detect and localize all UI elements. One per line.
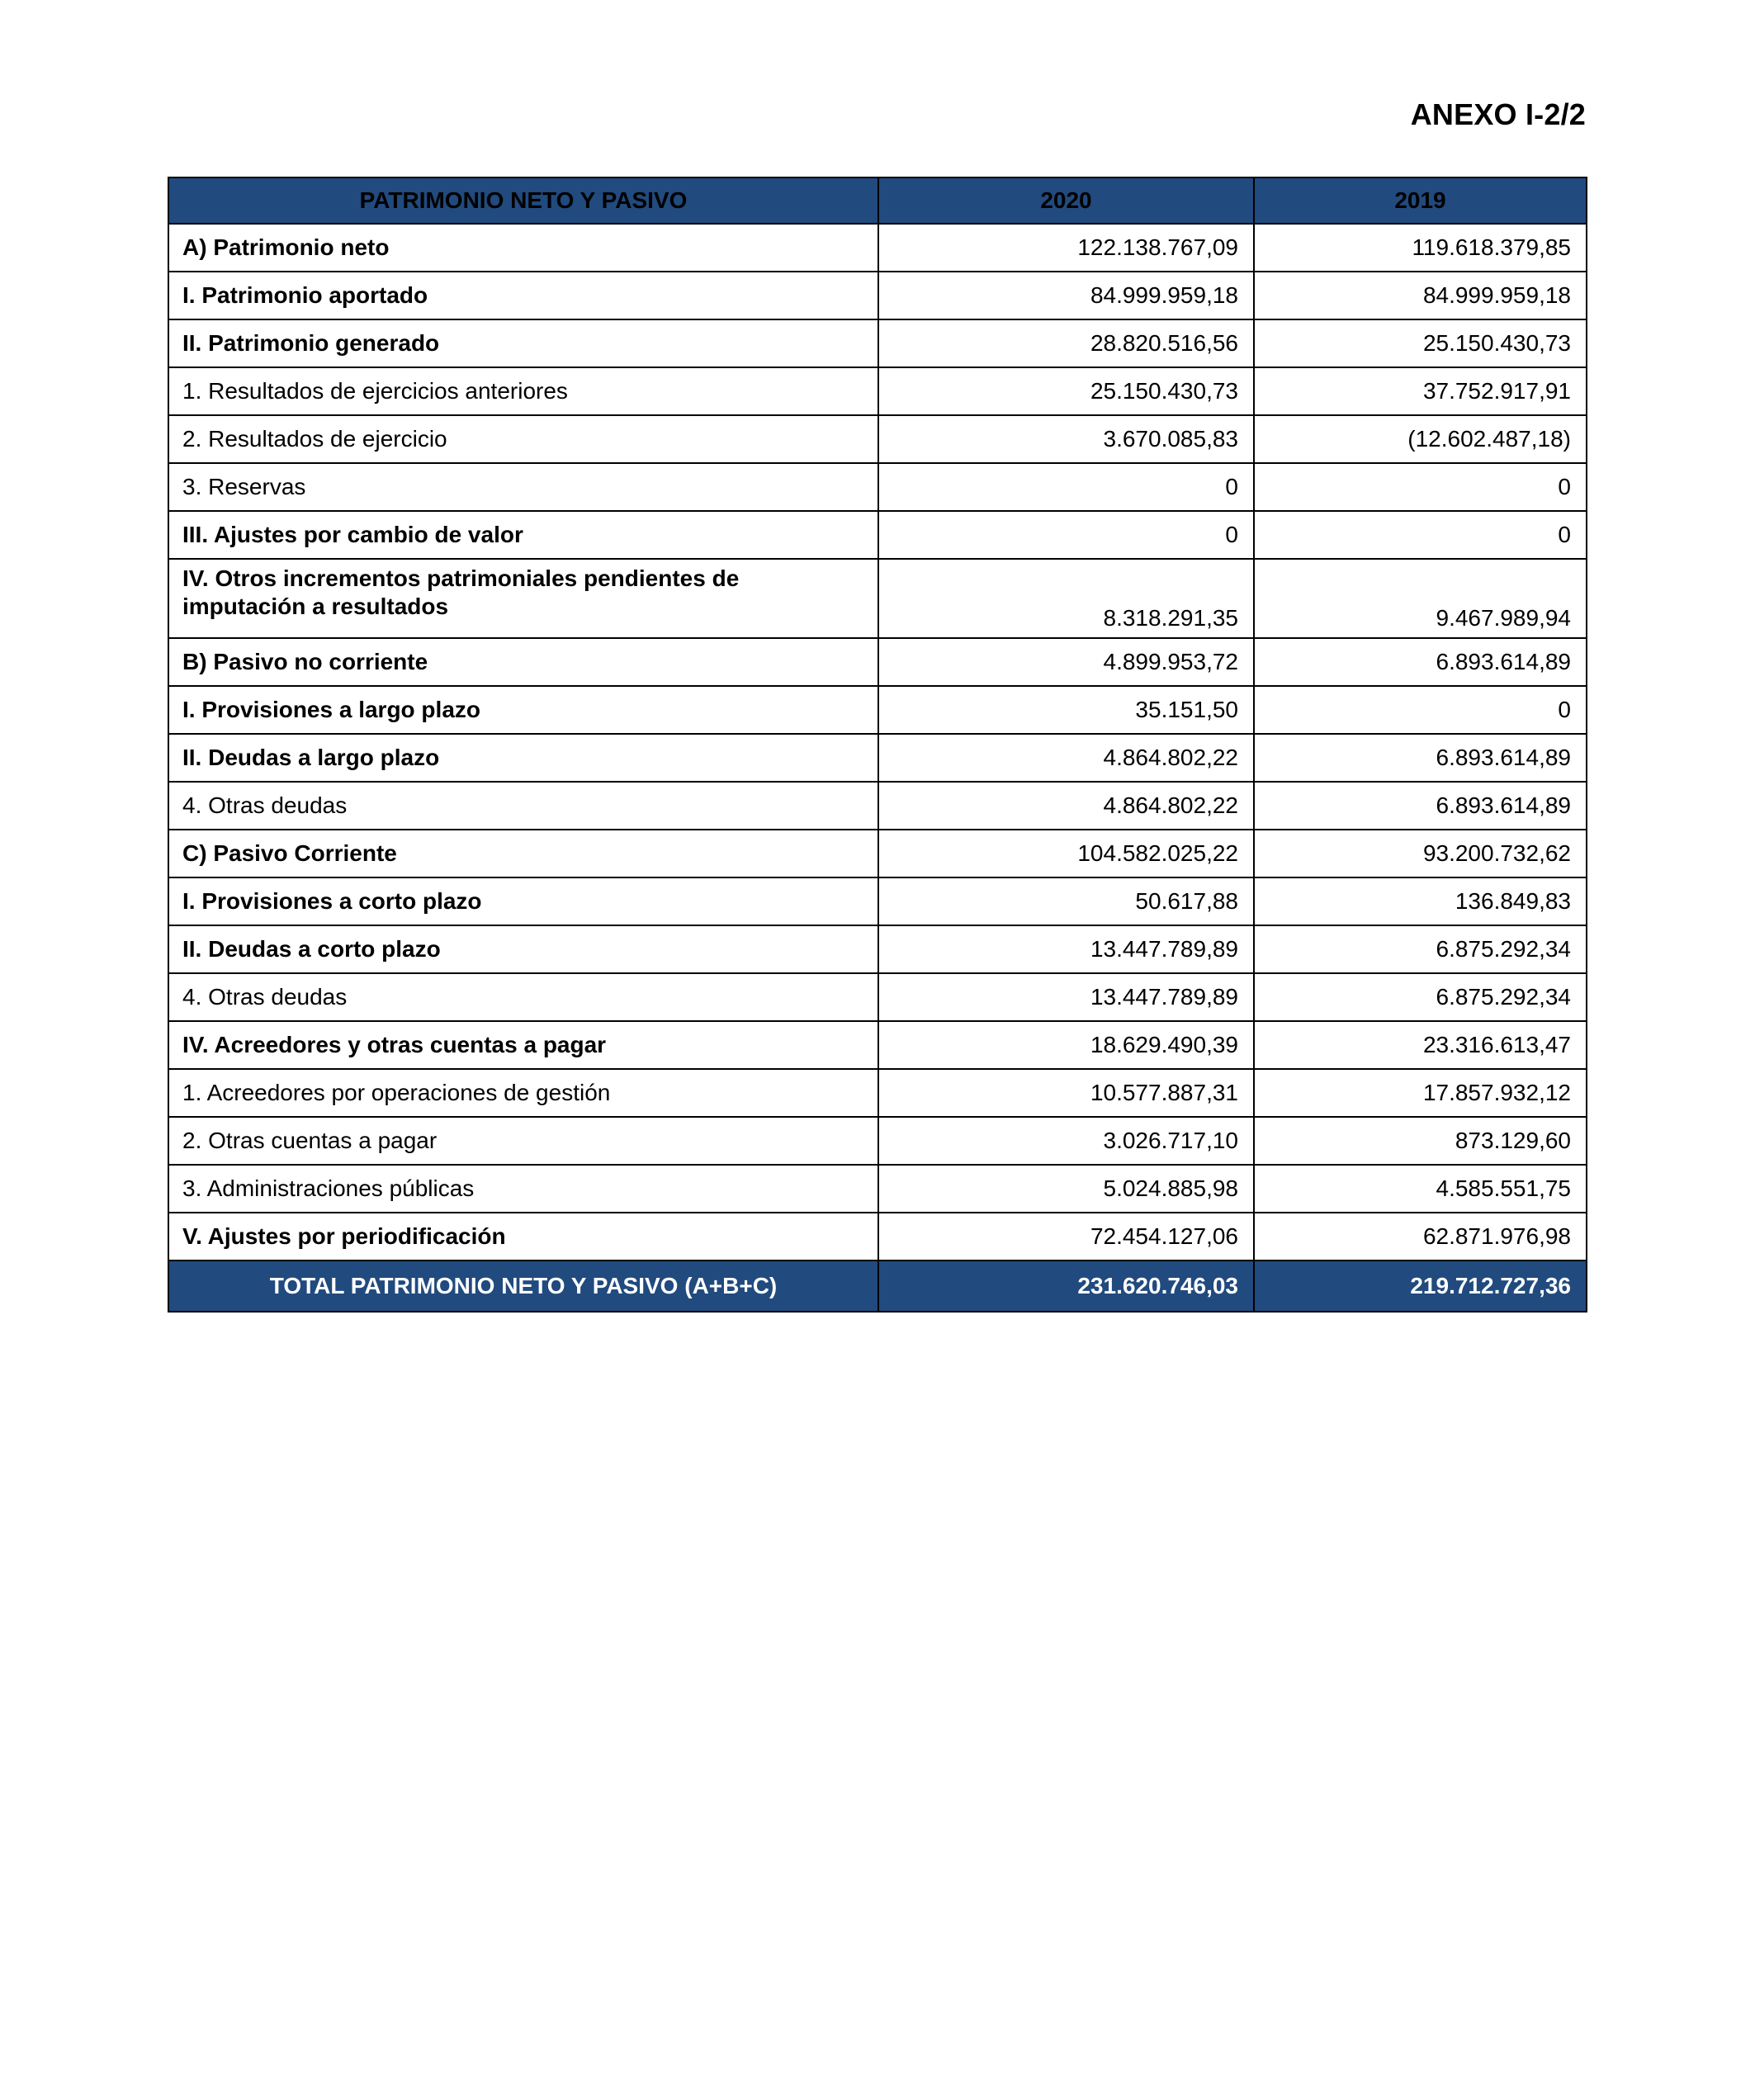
table-row: 2. Resultados de ejercicio 3.670.085,83 (1… bbox=[168, 414, 1587, 464]
row-concept: I. Patrimonio aportado bbox=[168, 271, 879, 320]
table-row: C) Pasivo Corriente 104.582.025,22 93.200.… bbox=[168, 829, 1587, 878]
row-concept: B) Pasivo no corriente bbox=[168, 637, 879, 687]
annex-label: ANEXO I-2/2 bbox=[1410, 97, 1586, 131]
row-value-2020: 18.629.490,39 bbox=[878, 1020, 1255, 1070]
table-row: III. Ajustes por cambio de valor 0 0 bbox=[168, 510, 1587, 560]
table-row: II. Deudas a largo plazo 4.864.802,22 6.89… bbox=[168, 733, 1587, 783]
column-header-year-2020: 2020 bbox=[878, 177, 1255, 225]
table-header-row: PATRIMONIO NETO Y PASIVO 2020 2019 bbox=[168, 177, 1587, 225]
table-body: A) Patrimonio neto 122.138.767,09 119.618.… bbox=[168, 223, 1587, 1312]
row-value-2019: 93.200.732,62 bbox=[1253, 829, 1587, 878]
row-value-2019: 0 bbox=[1253, 462, 1587, 512]
row-concept: V. Ajustes por periodificación bbox=[168, 1212, 879, 1261]
row-concept: A) Patrimonio neto bbox=[168, 223, 879, 272]
table-row: I. Patrimonio aportado 84.999.959,18 84.99… bbox=[168, 271, 1587, 320]
row-value-2019: 0 bbox=[1253, 685, 1587, 735]
row-concept: 1. Resultados de ejercicios anteriores bbox=[168, 367, 879, 416]
row-value-2020: 13.447.789,89 bbox=[878, 925, 1255, 974]
row-value-2020: 5.024.885,98 bbox=[878, 1164, 1255, 1213]
row-value-2020: 13.447.789,89 bbox=[878, 972, 1255, 1022]
table-row: A) Patrimonio neto 122.138.767,09 119.618.… bbox=[168, 223, 1587, 272]
table-row: I. Provisiones a largo plazo 35.151,50 0 bbox=[168, 685, 1587, 735]
table-row: B) Pasivo no corriente 4.899.953,72 6.893.… bbox=[168, 637, 1587, 687]
table-row: 3. Reservas 0 0 bbox=[168, 462, 1587, 512]
row-concept: II. Deudas a largo plazo bbox=[168, 733, 879, 783]
row-value-2019: 0 bbox=[1253, 510, 1587, 560]
row-value-2019: 873.129,60 bbox=[1253, 1116, 1587, 1166]
table-row: II. Patrimonio generado 28.820.516,56 25.1… bbox=[168, 319, 1587, 368]
table-row: IV. Otros incrementos patrimoniales pend… bbox=[168, 558, 1587, 639]
row-value-2020: 10.577.887,31 bbox=[878, 1068, 1255, 1118]
row-concept: 1. Acreedores por operaciones de gestión bbox=[168, 1068, 879, 1118]
row-value-2020: 35.151,50 bbox=[878, 685, 1255, 735]
row-value-2019: 119.618.379,85 bbox=[1253, 223, 1587, 272]
balance-sheet-table-container: PATRIMONIO NETO Y PASIVO 2020 2019 A) Pa… bbox=[168, 177, 1587, 1312]
row-value-2019: 17.857.932,12 bbox=[1253, 1068, 1587, 1118]
row-value-2020: 50.617,88 bbox=[878, 877, 1255, 926]
table-row: II. Deudas a corto plazo 13.447.789,89 6.8… bbox=[168, 925, 1587, 974]
row-concept: 2. Resultados de ejercicio bbox=[168, 414, 879, 464]
row-concept: C) Pasivo Corriente bbox=[168, 829, 879, 878]
balance-sheet-table: PATRIMONIO NETO Y PASIVO 2020 2019 A) Pa… bbox=[168, 177, 1587, 1312]
table-row: V. Ajustes por periodificación 72.454.127… bbox=[168, 1212, 1587, 1261]
row-value-2019: 9.467.989,94 bbox=[1253, 558, 1587, 639]
row-value-2019: 6.893.614,89 bbox=[1253, 733, 1587, 783]
row-value-2020: 0 bbox=[878, 462, 1255, 512]
row-concept: III. Ajustes por cambio de valor bbox=[168, 510, 879, 560]
table-row: 3. Administraciones públicas 5.024.885,98… bbox=[168, 1164, 1587, 1213]
row-value-2019: 25.150.430,73 bbox=[1253, 319, 1587, 368]
row-value-2019: 136.849,83 bbox=[1253, 877, 1587, 926]
row-value-2019: 37.752.917,91 bbox=[1253, 367, 1587, 416]
total-value-2019: 219.712.727,36 bbox=[1253, 1260, 1587, 1312]
row-value-2020: 3.670.085,83 bbox=[878, 414, 1255, 464]
row-concept: 2. Otras cuentas a pagar bbox=[168, 1116, 879, 1166]
row-concept: IV. Otros incrementos patrimoniales pend… bbox=[168, 558, 879, 639]
table-total-row: TOTAL PATRIMONIO NETO Y PASIVO (A+B+C) 23… bbox=[168, 1260, 1587, 1312]
row-value-2019: 6.875.292,34 bbox=[1253, 972, 1587, 1022]
row-value-2020: 122.138.767,09 bbox=[878, 223, 1255, 272]
table-row: 4. Otras deudas 13.447.789,89 6.875.292,34 bbox=[168, 972, 1587, 1022]
row-concept: 4. Otras deudas bbox=[168, 972, 879, 1022]
row-value-2020: 25.150.430,73 bbox=[878, 367, 1255, 416]
row-value-2019: 84.999.959,18 bbox=[1253, 271, 1587, 320]
row-concept: I. Provisiones a corto plazo bbox=[168, 877, 879, 926]
table-header: PATRIMONIO NETO Y PASIVO 2020 2019 bbox=[168, 177, 1587, 225]
table-row: 1. Acreedores por operaciones de gestión… bbox=[168, 1068, 1587, 1118]
row-concept: 4. Otras deudas bbox=[168, 781, 879, 830]
row-value-2019: 6.875.292,34 bbox=[1253, 925, 1587, 974]
row-value-2019: 23.316.613,47 bbox=[1253, 1020, 1587, 1070]
table-row: IV. Acreedores y otras cuentas a pagar 18… bbox=[168, 1020, 1587, 1070]
row-value-2019: 62.871.976,98 bbox=[1253, 1212, 1587, 1261]
row-value-2020: 104.582.025,22 bbox=[878, 829, 1255, 878]
row-value-2020: 84.999.959,18 bbox=[878, 271, 1255, 320]
table-row: I. Provisiones a corto plazo 50.617,88 136… bbox=[168, 877, 1587, 926]
row-value-2019: 6.893.614,89 bbox=[1253, 637, 1587, 687]
row-value-2020: 4.864.802,22 bbox=[878, 733, 1255, 783]
row-value-2020: 28.820.516,56 bbox=[878, 319, 1255, 368]
total-label: TOTAL PATRIMONIO NETO Y PASIVO (A+B+C) bbox=[168, 1260, 879, 1312]
row-value-2020: 4.864.802,22 bbox=[878, 781, 1255, 830]
row-value-2020: 8.318.291,35 bbox=[878, 558, 1255, 639]
table-row: 4. Otras deudas 4.864.802,22 6.893.614,89 bbox=[168, 781, 1587, 830]
row-concept: II. Deudas a corto plazo bbox=[168, 925, 879, 974]
table-row: 2. Otras cuentas a pagar 3.026.717,10 873.… bbox=[168, 1116, 1587, 1166]
row-value-2019: 4.585.551,75 bbox=[1253, 1164, 1587, 1213]
row-concept: IV. Acreedores y otras cuentas a pagar bbox=[168, 1020, 879, 1070]
row-value-2020: 72.454.127,06 bbox=[878, 1212, 1255, 1261]
row-concept: I. Provisiones a largo plazo bbox=[168, 685, 879, 735]
row-value-2020: 0 bbox=[878, 510, 1255, 560]
row-concept: 3. Administraciones públicas bbox=[168, 1164, 879, 1213]
column-header-concept: PATRIMONIO NETO Y PASIVO bbox=[168, 177, 879, 225]
total-value-2020: 231.620.746,03 bbox=[878, 1260, 1255, 1312]
row-concept: 3. Reservas bbox=[168, 462, 879, 512]
row-value-2020: 4.899.953,72 bbox=[878, 637, 1255, 687]
column-header-year-2019: 2019 bbox=[1253, 177, 1587, 225]
table-row: 1. Resultados de ejercicios anteriores 25… bbox=[168, 367, 1587, 416]
row-value-2019: (12.602.487,18) bbox=[1253, 414, 1587, 464]
row-value-2019: 6.893.614,89 bbox=[1253, 781, 1587, 830]
row-concept: II. Patrimonio generado bbox=[168, 319, 879, 368]
row-value-2020: 3.026.717,10 bbox=[878, 1116, 1255, 1166]
